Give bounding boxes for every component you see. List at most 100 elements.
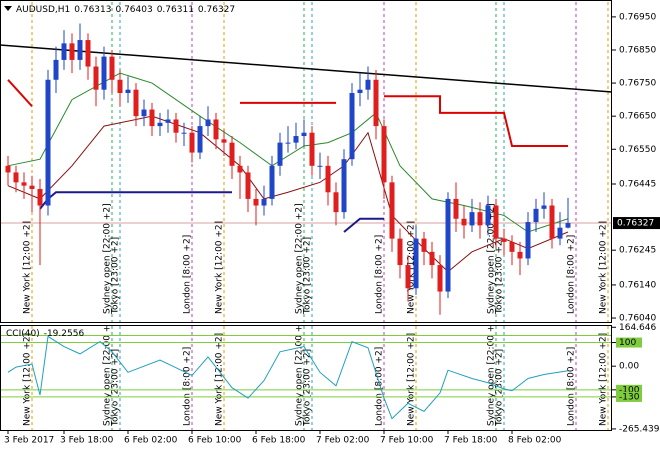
candle-body [205, 119, 211, 127]
session-label: Tokyo [23:00 +2] [303, 349, 313, 427]
indicator-label: CCI(40) -19.2556 [6, 329, 84, 339]
price-frame [0, 0, 612, 323]
candle-body [85, 40, 91, 67]
candle-body [389, 182, 395, 239]
candle-body [269, 165, 275, 199]
candle-body [349, 93, 355, 160]
x-tick-label: 7 Feb 10:00 [380, 436, 434, 446]
indicator-line [7, 335, 569, 420]
y-tick-label: 0.76040 [619, 314, 656, 324]
candle-body [213, 119, 219, 140]
candle-body [109, 56, 115, 80]
candle-body [365, 79, 371, 90]
candle-body [453, 198, 459, 219]
candle-body [405, 265, 411, 289]
candle-body [221, 139, 227, 143]
candle-body [445, 198, 451, 292]
indicator-value: -19.2556 [44, 329, 85, 339]
candle-body [53, 59, 59, 80]
session-label: New York [12:00 +2] [215, 333, 225, 426]
y2-tick-label: 164.646 [619, 323, 656, 333]
session-label: Sydney open [22:00 +2] [487, 315, 497, 426]
price-panel: New York [12:00 +2] Sydney open [22:00 +2… [0, 2, 612, 322]
session-label: Tokyo [23:00 +2] [495, 237, 505, 315]
x-tick-label: 3 Feb 2017 [4, 436, 54, 446]
y-tick-label: 0.76140 [619, 280, 656, 290]
candle-body [69, 43, 75, 60]
session-label: Sydney open [22:00 +2] [295, 203, 305, 314]
candle-body [229, 142, 235, 166]
y-tick-label: 0.76445 [619, 180, 656, 190]
candle-body [533, 208, 539, 223]
candle-body [261, 198, 267, 206]
candle-body [61, 43, 67, 60]
candle-body [333, 192, 339, 213]
candle-body [413, 238, 419, 289]
candle-body [21, 182, 27, 186]
candle-body [309, 132, 315, 166]
y-tick-label: 0.76550 [619, 145, 656, 155]
candle-body [565, 223, 571, 228]
candle-body [149, 109, 155, 127]
candle-body [253, 198, 259, 206]
candle-body [341, 159, 347, 213]
session-label: Tokyo [23:00 +2] [111, 349, 121, 427]
indicator-panel: New York [12:00 +2] Sydney open [22:00 +2… [0, 315, 612, 430]
overlay-line [39, 191, 384, 233]
candle-body [189, 132, 195, 153]
session-label: London [8:00 +2] [375, 347, 385, 426]
y2-tick-label: 0.00 [619, 362, 639, 372]
header-text: AUDUSD,H1 0.76313 0.76403 0.76311 0.76327 [16, 5, 235, 15]
y-tick-label: 0.76950 [619, 12, 656, 22]
header-value: 0.76327 [198, 5, 235, 15]
candle-body [549, 205, 555, 239]
candle-body [421, 238, 427, 252]
session-label: London [8:00 +2] [567, 347, 577, 426]
candle-body [437, 265, 443, 292]
overlay-line [7, 79, 568, 147]
candle-body [93, 66, 99, 90]
session-label: Tokyo [23:00 +2] [111, 237, 121, 315]
indicator-frame [0, 325, 612, 431]
y-tick-label: 0.76245 [619, 246, 656, 256]
candle-body [165, 119, 171, 123]
session-label: New York [12:00 +2] [599, 221, 609, 314]
session-label: London [8:00 +2] [375, 235, 385, 314]
candle-body [397, 238, 403, 266]
candle-body [477, 212, 483, 226]
indicator-name: CCI(40) [6, 329, 40, 339]
candle-body [277, 142, 283, 166]
candle-body [485, 205, 491, 226]
header-value: 0.76311 [157, 5, 194, 15]
candle-body [493, 205, 499, 239]
level-label-box [616, 337, 642, 348]
candle-body [469, 212, 475, 226]
header-icon [4, 6, 12, 11]
last-price-label: 0.76327 [617, 219, 654, 229]
candle-body [285, 142, 291, 144]
session-label: London [8:00 +2] [183, 347, 193, 426]
x-tick-label: 7 Feb 02:00 [316, 436, 370, 446]
candle-body [5, 165, 11, 173]
session-label: London [8:00 +2] [567, 235, 577, 314]
candle-body [141, 109, 147, 117]
header-value: 0.76313 [74, 5, 111, 15]
session-label: New York [12:00 +2] [23, 221, 33, 314]
candle-body [357, 89, 363, 94]
candle-body [509, 241, 515, 252]
overlay-line [0, 44, 612, 93]
symbol: AUDUSD,H1 [16, 5, 70, 15]
candle-body [317, 165, 323, 167]
x-tick-label: 3 Feb 18:00 [60, 436, 114, 446]
header: AUDUSD,H1 0.76313 0.76403 0.76311 0.76327 [4, 5, 235, 15]
candle-body [181, 132, 187, 134]
candle-body [157, 122, 163, 127]
candle-body [301, 132, 307, 137]
candle-body [325, 165, 331, 193]
x-tick-label: 6 Feb 02:00 [124, 436, 178, 446]
candle-body [381, 126, 387, 183]
y-tick-label: 0.76850 [619, 45, 656, 55]
